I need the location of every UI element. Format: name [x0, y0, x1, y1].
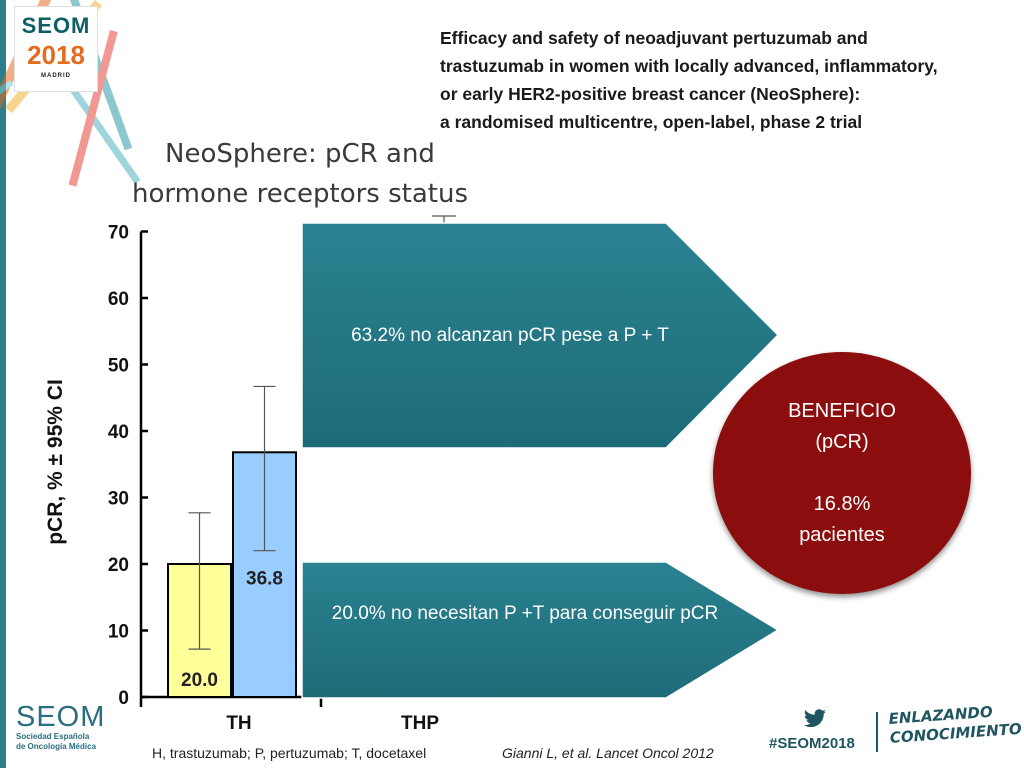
left-accent-rule	[0, 0, 6, 768]
y-tick-label: 50	[108, 356, 129, 377]
arrow-top	[301, 222, 780, 449]
logo-name: SEOM	[21, 13, 91, 38]
citation: Gianni L, et al. Lancet Oncol 2012	[502, 745, 714, 761]
arrow-bottom	[301, 561, 780, 699]
y-tick-label: 40	[108, 422, 129, 443]
paper-title: Efficacy and safety of neoadjuvant pertu…	[440, 24, 1010, 136]
x-category-label: THP	[401, 713, 439, 734]
slide-title: NeoSphere: pCR and hormone receptors sta…	[110, 134, 490, 214]
arrow-bottom-text: 20.0% no necesitan P +T para conseguir p…	[331, 603, 719, 624]
paper-title-line: trastuzumab in women with locally advanc…	[440, 56, 938, 76]
logo-city: MADRID	[41, 73, 71, 79]
slide-title-line: hormone receptors status	[132, 179, 468, 209]
seom-society-subtitle: Sociedad Española de Oncología Médica	[16, 732, 111, 752]
seom-subtitle-line: de Oncología Médica	[16, 742, 97, 751]
bar-value-label: 36.8	[246, 568, 283, 589]
y-tick-label: 60	[108, 289, 129, 310]
benefit-line: pacientes	[799, 524, 885, 546]
paper-title-line: a randomised multicentre, open-label, ph…	[440, 112, 863, 132]
twitter-bird-icon	[804, 709, 826, 728]
y-tick-label: 30	[108, 489, 129, 510]
slide-title-line: NeoSphere: pCR and	[165, 139, 435, 169]
seom-society-name: SEOM	[16, 701, 106, 733]
y-axis-label: pCR, % ± 95% CI	[44, 379, 67, 545]
y-tick-label: 10	[108, 622, 129, 643]
seom-subtitle-line: Sociedad Española	[16, 732, 90, 741]
footer-divider	[876, 712, 878, 752]
benefit-text: BENEFICIO (pCR) 16.8% pacientes	[713, 396, 971, 551]
paper-title-line: or early HER2-positive breast cancer (Ne…	[440, 84, 861, 104]
y-tick-label: 0	[118, 688, 129, 709]
arrow-top-text: 63.2% no alcanzan pCR pese a P + T	[351, 325, 669, 346]
benefit-line: (pCR)	[815, 431, 869, 453]
bar-value-label: 20.0	[181, 670, 218, 691]
seom-society-logo: SEOM Sociedad Española de Oncología Médi…	[16, 702, 111, 752]
abbreviations-footnote: H, trastuzumab; P, pertuzumab; T, doceta…	[152, 745, 427, 761]
paper-title-line: Efficacy and safety of neoadjuvant pertu…	[440, 28, 868, 48]
benefit-circle: BENEFICIO (pCR) 16.8% pacientes	[713, 352, 971, 594]
logo-year: 2018	[27, 40, 85, 70]
seom-2018-logo: SEOM 2018 MADRID	[14, 6, 98, 92]
y-tick-label: 70	[108, 223, 129, 244]
hashtag: #SEOM2018	[769, 735, 855, 752]
y-tick-label: 20	[108, 555, 129, 576]
x-category-label: TH	[226, 713, 251, 734]
benefit-percent: 16.8%	[813, 493, 871, 515]
benefit-line: BENEFICIO	[788, 400, 896, 422]
